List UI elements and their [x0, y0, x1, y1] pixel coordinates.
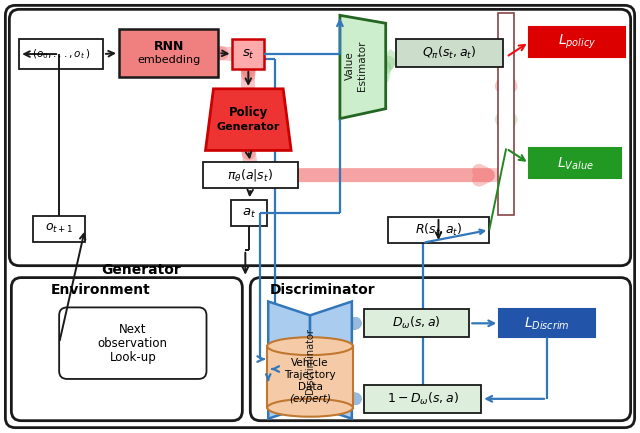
- Text: embedding: embedding: [137, 55, 200, 65]
- Text: $L_{policy}$: $L_{policy}$: [557, 33, 596, 51]
- Polygon shape: [268, 301, 310, 419]
- Text: $D_\omega(s,a)$: $D_\omega(s,a)$: [392, 315, 441, 331]
- Bar: [232, 200, 268, 226]
- Text: Look-up: Look-up: [109, 351, 156, 364]
- FancyBboxPatch shape: [12, 278, 243, 421]
- Bar: [119, 29, 218, 77]
- Bar: [388, 217, 489, 243]
- Bar: [232, 39, 264, 69]
- Text: Vehicle: Vehicle: [291, 358, 329, 368]
- Bar: [364, 310, 469, 337]
- Text: $a_t$: $a_t$: [243, 207, 257, 220]
- Text: Generator: Generator: [101, 263, 180, 277]
- Text: $\pi_\theta(a|s_t)$: $\pi_\theta(a|s_t)$: [227, 167, 273, 183]
- Text: $R(s_t,a_t)$: $R(s_t,a_t)$: [415, 222, 462, 238]
- Text: RNN: RNN: [154, 39, 184, 52]
- Text: observation: observation: [98, 337, 168, 350]
- Text: $1-D_\omega(s,a)$: $1-D_\omega(s,a)$: [387, 391, 458, 407]
- Text: Generator: Generator: [216, 122, 280, 132]
- Text: Data: Data: [298, 382, 323, 392]
- Text: $L_{Value}$: $L_{Value}$: [557, 155, 593, 171]
- FancyBboxPatch shape: [5, 5, 635, 428]
- Ellipse shape: [268, 337, 353, 355]
- Bar: [268, 346, 353, 408]
- Bar: [498, 13, 514, 215]
- Bar: [33, 216, 85, 242]
- FancyBboxPatch shape: [250, 278, 630, 421]
- Ellipse shape: [268, 399, 353, 417]
- Text: $s_t$: $s_t$: [242, 48, 255, 61]
- Bar: [529, 149, 621, 178]
- Text: Discriminator: Discriminator: [305, 328, 315, 394]
- Text: Policy: Policy: [228, 106, 268, 119]
- Polygon shape: [340, 15, 386, 119]
- Bar: [396, 39, 503, 67]
- Text: (expert): (expert): [289, 394, 331, 404]
- Text: Trajectory: Trajectory: [284, 370, 336, 380]
- Text: Discriminator: Discriminator: [270, 282, 376, 297]
- Bar: [202, 162, 298, 188]
- Text: Value
Estimator: Value Estimator: [345, 41, 367, 91]
- Bar: [364, 385, 481, 413]
- Bar: [529, 27, 625, 57]
- Text: $(o_0,...,o_t\,)$: $(o_0,...,o_t\,)$: [32, 47, 90, 61]
- Text: Next: Next: [119, 323, 147, 336]
- Text: $Q_\pi(s_t,a_t)$: $Q_\pi(s_t,a_t)$: [422, 45, 477, 61]
- Polygon shape: [205, 89, 291, 150]
- Text: $L_{Discrim}$: $L_{Discrim}$: [524, 315, 570, 332]
- Text: $o_{t+1}$: $o_{t+1}$: [45, 223, 74, 236]
- Text: Environment: Environment: [51, 282, 151, 297]
- Polygon shape: [310, 301, 352, 419]
- FancyBboxPatch shape: [10, 10, 630, 266]
- Bar: [499, 310, 595, 337]
- FancyBboxPatch shape: [59, 307, 207, 379]
- Bar: [19, 39, 103, 69]
